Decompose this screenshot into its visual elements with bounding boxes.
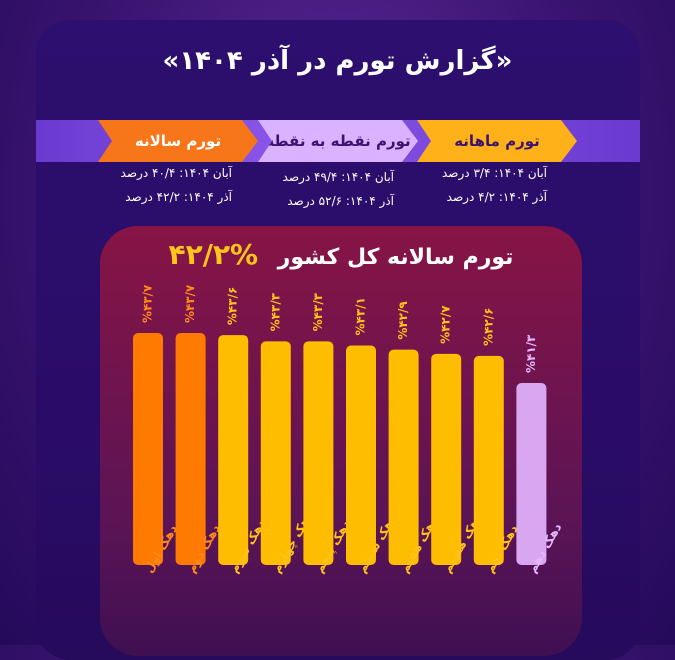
value-label-9: %۴۲/۶ (481, 308, 495, 346)
value-label-10: %۴۱/۳ (524, 334, 538, 373)
bar-8 (431, 353, 462, 565)
annual-azar-value: آذر ۱۴۰۴: ۴۲/۲ درصد (125, 190, 232, 204)
point-aban-value: آبان ۱۴۰۴: ۴۹/۴ درصد (282, 170, 394, 184)
tab-point-to-point-inflation: تورم نقطه به نقطه (258, 120, 418, 162)
point-azar-value: آذر ۱۴۰۴: ۵۲/۶ درصد (287, 194, 394, 208)
bar-10 (516, 383, 547, 565)
chart-headline-value: %۴۲/۲ (168, 238, 259, 271)
tab-monthly-inflation: تورم ماهانه (417, 120, 577, 162)
monthly-aban-value: آبان ۱۴۰۴: ۳/۴ درصد (442, 166, 547, 180)
value-label-8: %۴۲/۷ (439, 305, 453, 344)
chart-title-row: تورم سالانه کل کشور %۴۲/۲ (100, 238, 582, 271)
value-label-7: %۴۲/۹ (396, 301, 410, 340)
value-label-2: %۴۳/۷ (183, 284, 197, 323)
tab-annual-inflation: تورم سالانه (98, 120, 258, 162)
monthly-azar-value: آذر ۱۴۰۴: ۴/۲ درصد (446, 190, 547, 204)
bar-6 (346, 345, 376, 565)
bar-5 (303, 341, 334, 565)
page-title: «گزارش تورم در آذر ۱۴۰۴» (162, 46, 513, 76)
value-label-5: %۴۳/۳ (311, 292, 325, 331)
chart-title: تورم سالانه کل کشور (277, 245, 514, 270)
bar-4 (260, 341, 291, 565)
bar-3 (218, 335, 249, 565)
bar-1 (133, 333, 163, 565)
bar-2 (175, 333, 206, 565)
value-label-1: %۴۳/۷ (141, 284, 155, 323)
value-label-6: %۴۳/۱ (354, 297, 368, 335)
bar-7 (388, 349, 419, 565)
bar-9 (473, 355, 504, 565)
annual-inflation-values: آبان ۱۴۰۴: ۴۰/۴ درصد آذر ۱۴۰۴: ۴۲/۲ درصد (98, 161, 232, 209)
value-label-3: %۴۳/۶ (226, 287, 240, 325)
annual-aban-value: آبان ۱۴۰۴: ۴۰/۴ درصد (120, 166, 232, 180)
value-label-4: %۴۳/۳ (268, 292, 282, 331)
point-inflation-values: آبان ۱۴۰۴: ۴۹/۴ درصد آذر ۱۴۰۴: ۵۲/۶ درصد (258, 165, 394, 213)
monthly-inflation-values: آبان ۱۴۰۴: ۳/۴ درصد آذر ۱۴۰۴: ۴/۲ درصد (417, 161, 547, 209)
